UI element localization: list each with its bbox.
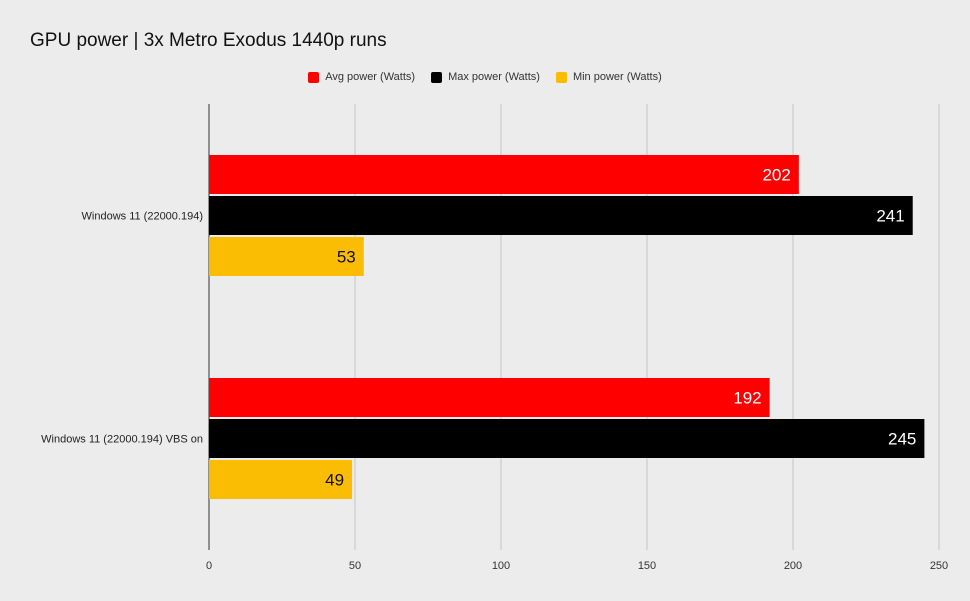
legend-swatch-avg bbox=[308, 71, 320, 83]
x-tick-label: 0 bbox=[206, 560, 212, 572]
legend-label-min: Min power (Watts) bbox=[572, 71, 662, 83]
legend-swatch-max bbox=[431, 71, 443, 83]
bar bbox=[209, 196, 913, 235]
x-tick-label: 100 bbox=[492, 560, 510, 572]
legend: Avg power (Watts) Max power (Watts) Min … bbox=[0, 71, 970, 83]
legend-item-min: Min power (Watts) bbox=[555, 71, 662, 83]
category-label: Windows 11 (22000.194) bbox=[82, 211, 203, 223]
x-tick-label: 200 bbox=[784, 560, 802, 572]
data-label: 202 bbox=[762, 166, 790, 185]
x-tick-label: 150 bbox=[638, 560, 656, 572]
legend-label-max: Max power (Watts) bbox=[448, 71, 540, 83]
legend-item-avg: Avg power (Watts) bbox=[308, 71, 415, 83]
data-label: 53 bbox=[337, 248, 356, 267]
data-label: 192 bbox=[733, 389, 761, 408]
bar bbox=[209, 419, 925, 458]
x-tick-label: 250 bbox=[930, 560, 948, 572]
category-label: Windows 11 (22000.194) VBS on bbox=[41, 434, 203, 446]
legend-item-max: Max power (Watts) bbox=[431, 71, 540, 83]
bar bbox=[209, 378, 770, 417]
data-label: 241 bbox=[876, 207, 904, 226]
chart-title: GPU power | 3x Metro Exodus 1440p runs bbox=[30, 30, 387, 51]
bar bbox=[209, 155, 799, 194]
data-label: 245 bbox=[888, 430, 916, 449]
data-label: 49 bbox=[325, 471, 344, 490]
bar bbox=[209, 237, 364, 276]
legend-swatch-min bbox=[555, 71, 567, 83]
legend-label-avg: Avg power (Watts) bbox=[325, 71, 416, 83]
x-tick-label: 50 bbox=[349, 560, 361, 572]
bar bbox=[209, 460, 353, 499]
